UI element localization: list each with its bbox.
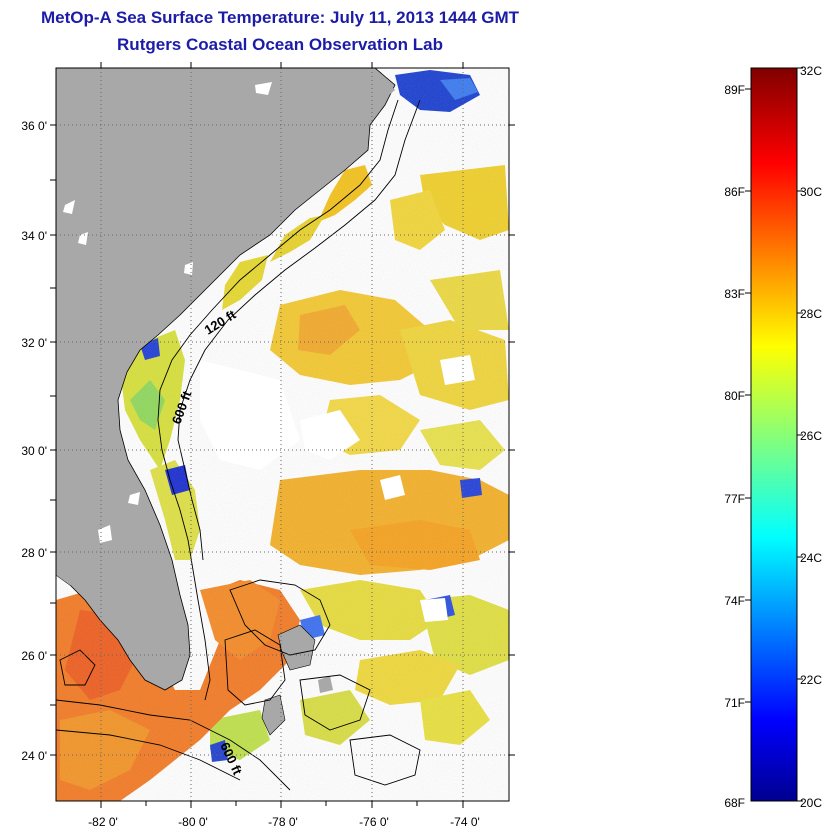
map-title: MetOp-A Sea Surface Temperature: July 11… xyxy=(40,8,520,27)
axis-ticks xyxy=(50,62,515,808)
colorbar-c-label: 20C xyxy=(800,796,822,810)
lat-label: 32 0' xyxy=(21,336,47,350)
colorbar-c-label: 22C xyxy=(800,673,822,687)
lat-label: 36 0' xyxy=(21,119,47,133)
lat-label: 28 0' xyxy=(21,546,47,560)
bathymetry-contours xyxy=(56,99,421,791)
colorbar-c-label: 32C xyxy=(800,64,822,78)
map-area: 120 ft 600 ft 600 ft xyxy=(56,68,509,801)
lat-label: 24 0' xyxy=(21,749,47,763)
colorbar-f-label: 77F xyxy=(724,492,745,506)
colorbar-c-label: 24C xyxy=(800,551,822,565)
lat-label: 26 0' xyxy=(21,649,47,663)
colorbar-f-label: 83F xyxy=(724,287,745,301)
colorbar-c-label: 26C xyxy=(800,429,822,443)
colorbar-f-label: 80F xyxy=(724,389,745,403)
map-frame xyxy=(55,67,510,802)
colorbar-f-label: 71F xyxy=(724,696,745,710)
lon-label: -78 0' xyxy=(268,815,298,829)
colorbar-f-label: 68F xyxy=(724,796,745,810)
colorbar-gradient xyxy=(750,67,798,802)
colorbar: 89F 86F 83F 80F 77F 74F 71F 68F 32C 30C … xyxy=(724,64,822,810)
lat-label: 30 0' xyxy=(21,444,47,458)
longitude-labels: -82 0' -80 0' -78 0' -76 0' -74 0' xyxy=(88,815,480,829)
colorbar-c-label: 30C xyxy=(800,185,822,199)
map-subtitle: Rutgers Coastal Ocean Observation Lab xyxy=(117,35,443,54)
lon-label: -74 0' xyxy=(450,815,480,829)
latitude-labels: 36 0' 34 0' 32 0' 30 0' 28 0' 26 0' 24 0… xyxy=(21,119,47,763)
colorbar-c-label: 28C xyxy=(800,307,822,321)
land xyxy=(56,68,396,736)
colorbar-f-label: 74F xyxy=(724,594,745,608)
colorbar-f-label: 86F xyxy=(724,185,745,199)
lat-label: 34 0' xyxy=(21,229,47,243)
cloud-mask xyxy=(200,355,475,622)
lon-label: -76 0' xyxy=(359,815,389,829)
lon-label: -82 0' xyxy=(88,815,118,829)
lon-label: -80 0' xyxy=(178,815,208,829)
colorbar-f-label: 89F xyxy=(724,83,745,97)
